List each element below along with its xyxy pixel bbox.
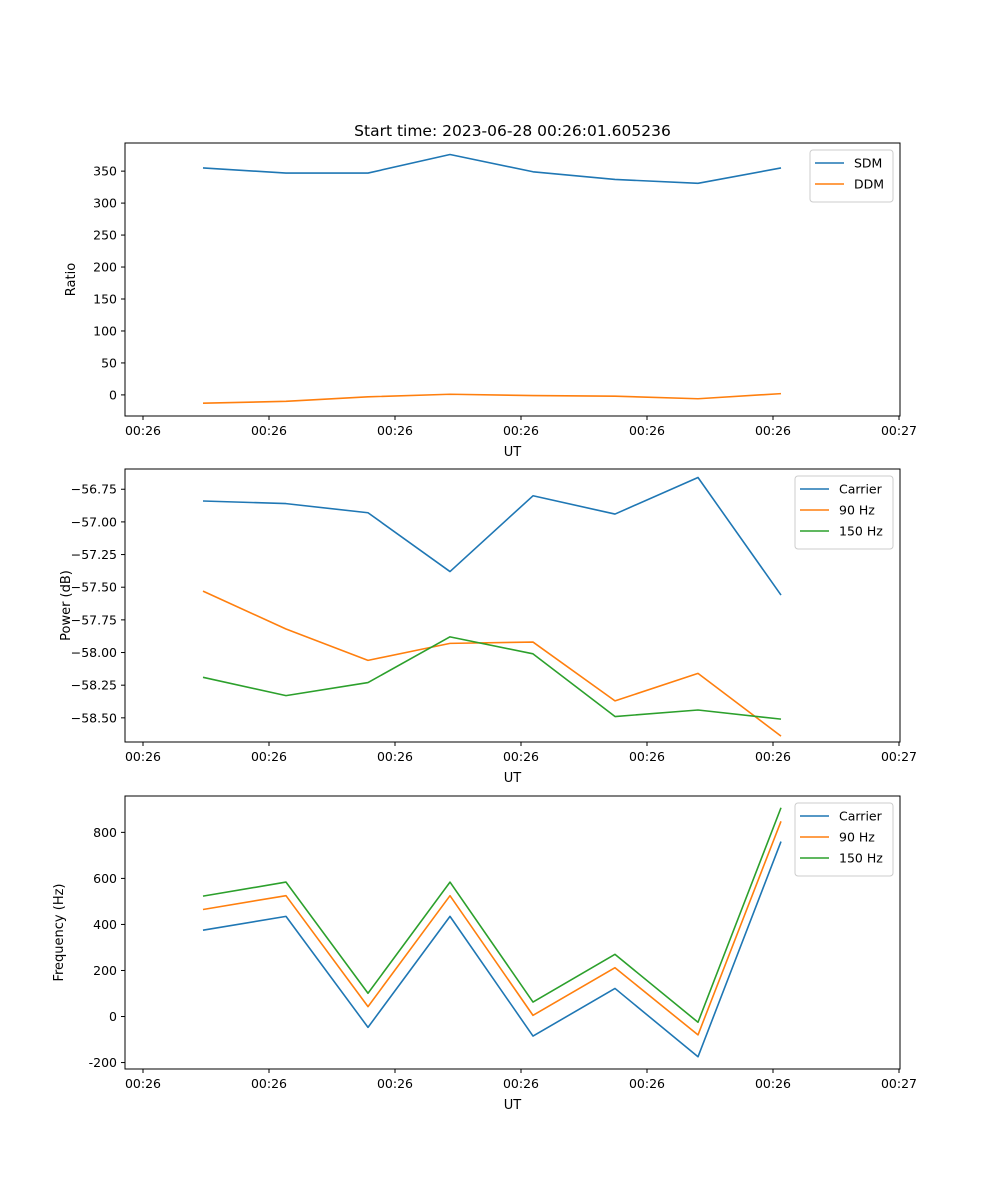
figure-title: Start time: 2023-06-28 00:26:01.605236 (354, 122, 671, 140)
chart-panel-2: 00:26 00:26 00:26 00:26 00:26 00:26 00:27 −58.5… (59, 468, 917, 786)
y-tick-label: 150 (93, 292, 117, 307)
series-line-90-hz (202, 821, 782, 1036)
axes-frame (124, 795, 901, 1070)
legend-label-150-hz: 150 Hz (839, 851, 883, 866)
legend-label-ddm: DDM (854, 177, 884, 192)
x-tick-label: 00:26 (629, 423, 665, 438)
x-tick-label: 00:26 (125, 1076, 161, 1091)
x-tick-label: 00:26 (377, 423, 413, 438)
y-tick-label: −58.00 (71, 645, 117, 660)
x-tick-label: 00:26 (755, 1076, 791, 1091)
y-tick-label: −57.50 (71, 580, 117, 595)
x-tick-label: 00:26 (755, 749, 791, 764)
y-axis-label: Power (dB) (59, 570, 74, 641)
x-axis-label: UT (504, 445, 522, 460)
y-tick-label: 350 (93, 164, 117, 179)
y-tick-label: 200 (93, 260, 117, 275)
x-tick-label: 00:26 (629, 1076, 665, 1091)
x-tick-label: 00:26 (629, 749, 665, 764)
y-tick-label: −57.75 (71, 612, 117, 627)
y-tick-label: −58.25 (71, 678, 117, 693)
y-tick-label: 600 (93, 871, 117, 886)
y-axis-label: Ratio (64, 263, 79, 296)
series-line-150-hz (202, 807, 782, 1024)
x-tick-label: 00:27 (881, 423, 917, 438)
x-tick-label: 00:26 (251, 749, 287, 764)
legend-label-150-hz: 150 Hz (839, 524, 883, 539)
y-tick-label: 200 (93, 963, 117, 978)
y-tick-label: 400 (93, 917, 117, 932)
y-tick-label: 50 (101, 355, 117, 370)
y-tick-label: −58.50 (71, 710, 117, 725)
legend-label-sdm: SDM (854, 156, 882, 171)
x-tick-label: 00:26 (755, 423, 791, 438)
series-line-carrier (202, 476, 782, 596)
x-tick-label: 00:26 (125, 423, 161, 438)
x-tick-label: 00:27 (881, 749, 917, 764)
legend-label-carrier: Carrier (839, 482, 883, 497)
series-line-sdm (202, 153, 782, 185)
y-tick-label: 100 (93, 323, 117, 338)
y-tick-label: 250 (93, 228, 117, 243)
chart-panel-3: 00:26 00:26 00:26 00:26 00:26 00:26 00:27 -200 0… (52, 795, 917, 1113)
chart-panel-1: 00:26 00:26 00:26 00:26 00:26 00:26 00:27 0 50 10… (64, 142, 917, 460)
legend: Carrier 90 Hz 150 Hz (794, 802, 894, 877)
x-tick-label: 00:26 (125, 749, 161, 764)
legend-label-90-hz: 90 Hz (839, 830, 875, 845)
x-tick-label: 00:26 (377, 749, 413, 764)
axes-frame (124, 142, 901, 417)
y-tick-label: -200 (89, 1055, 117, 1070)
y-tick-label: 300 (93, 196, 117, 211)
x-tick-label: 00:26 (251, 1076, 287, 1091)
legend-label-carrier: Carrier (839, 809, 883, 824)
x-tick-label: 00:26 (377, 1076, 413, 1091)
y-tick-label: −57.00 (71, 514, 117, 529)
x-axis-label: UT (504, 1098, 522, 1113)
y-tick-label: −57.25 (71, 547, 117, 562)
x-tick-label: 00:26 (503, 749, 539, 764)
x-axis-label: UT (504, 771, 522, 786)
y-tick-label: 0 (109, 1009, 117, 1024)
axes-frame (124, 468, 901, 743)
y-tick-label: −56.75 (71, 482, 117, 497)
x-tick-label: 00:27 (881, 1076, 917, 1091)
y-axis-label: Frequency (Hz) (52, 883, 67, 981)
x-tick-label: 00:26 (251, 423, 287, 438)
series-line-150-hz (202, 636, 782, 720)
y-tick-label: 800 (93, 825, 117, 840)
y-tick-label: 0 (109, 387, 117, 402)
x-tick-label: 00:26 (503, 1076, 539, 1091)
legend-label-90-hz: 90 Hz (839, 503, 875, 518)
x-tick-label: 00:26 (503, 423, 539, 438)
series-line-ddm (202, 392, 782, 405)
legend: Carrier 90 Hz 150 Hz (794, 475, 894, 550)
legend: SDM DDM (809, 149, 894, 203)
charts: 00:26 00:26 00:26 00:26 00:26 00:26 00:27 0 50 10… (52, 142, 917, 1113)
series-line-90-hz (202, 590, 782, 737)
series-line-carrier (202, 841, 782, 1058)
